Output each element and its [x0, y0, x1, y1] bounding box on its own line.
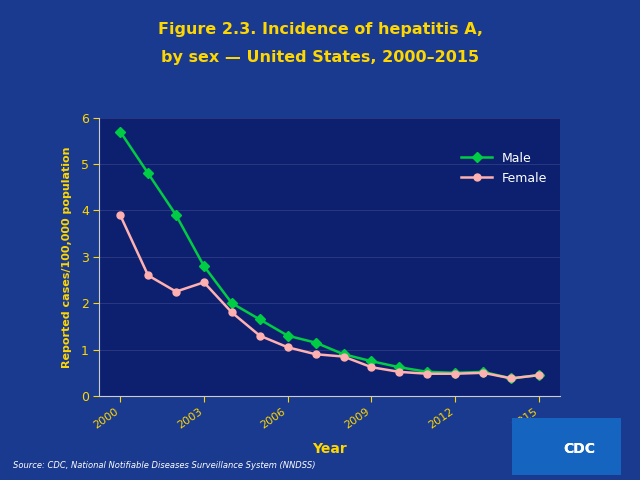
Female — [200, 279, 208, 285]
Male — [228, 300, 236, 306]
Female — [367, 364, 375, 370]
Male — [340, 351, 348, 357]
Male — [451, 370, 459, 376]
Male — [367, 358, 375, 364]
Male — [200, 263, 208, 269]
Male — [424, 369, 431, 375]
Female — [172, 289, 180, 295]
Male — [479, 369, 487, 375]
X-axis label: Year: Year — [312, 442, 347, 456]
Female — [228, 310, 236, 315]
Y-axis label: Reported cases/100,000 population: Reported cases/100,000 population — [63, 146, 72, 368]
Female — [424, 371, 431, 377]
Female — [256, 333, 264, 338]
Text: Figure 2.3. Incidence of hepatitis A,: Figure 2.3. Incidence of hepatitis A, — [157, 22, 483, 36]
Line: Male: Male — [116, 128, 543, 382]
Male — [144, 170, 152, 176]
Male — [312, 340, 319, 346]
Line: Female: Female — [116, 212, 543, 382]
Male — [396, 364, 403, 370]
Female — [312, 351, 319, 357]
Text: Source: CDC, National Notifiable Diseases Surveillance System (NNDSS): Source: CDC, National Notifiable Disease… — [13, 461, 316, 470]
Female — [508, 375, 515, 381]
Male — [284, 333, 292, 338]
Female — [535, 372, 543, 378]
Female — [396, 369, 403, 375]
FancyBboxPatch shape — [509, 416, 624, 477]
Female — [479, 370, 487, 376]
Female — [451, 371, 459, 377]
Male — [172, 212, 180, 218]
Female — [116, 212, 124, 218]
Male — [508, 375, 515, 381]
Male — [256, 317, 264, 323]
Male — [116, 129, 124, 134]
Text: by sex — United States, 2000–2015: by sex — United States, 2000–2015 — [161, 50, 479, 65]
Female — [284, 345, 292, 350]
Male — [535, 372, 543, 378]
Female — [340, 354, 348, 360]
Female — [144, 273, 152, 278]
Text: CDC: CDC — [563, 442, 595, 456]
Text: CDC: CDC — [563, 442, 595, 456]
Legend: Male, Female: Male, Female — [454, 146, 554, 191]
